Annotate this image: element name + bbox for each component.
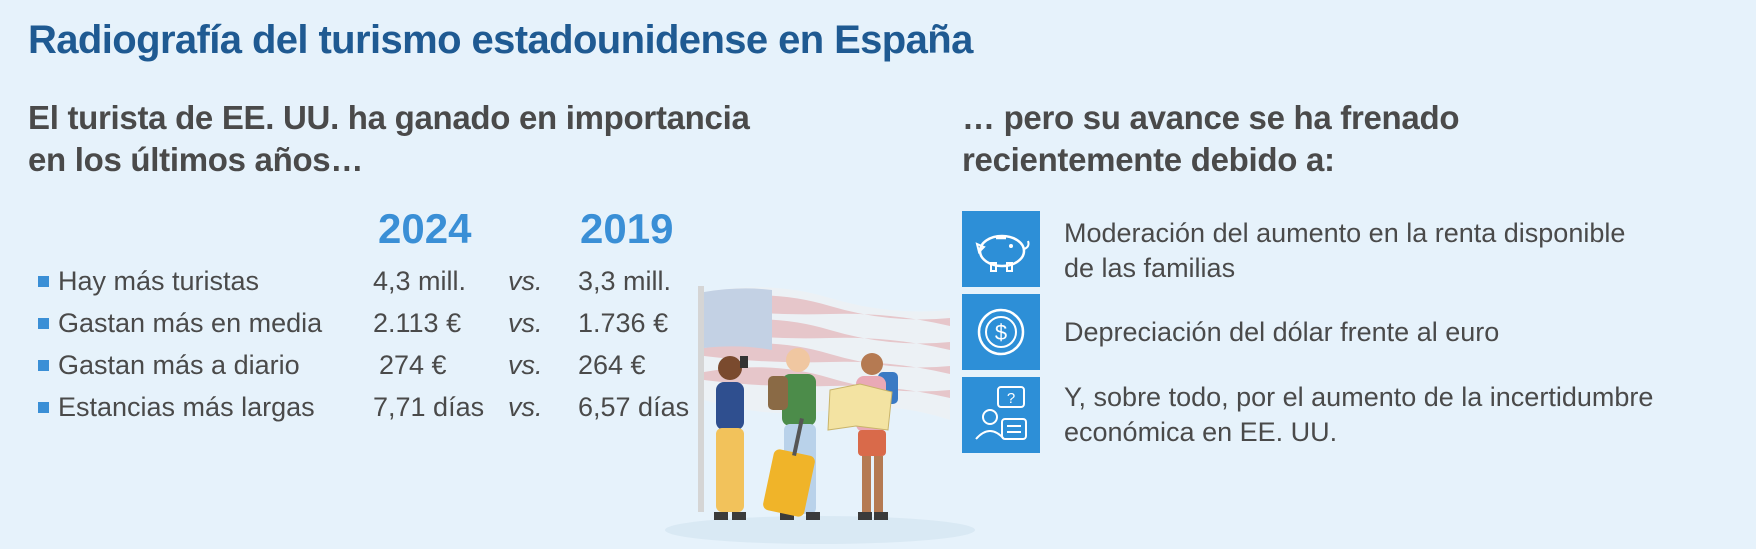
row-label: Estancias más largas <box>58 392 315 422</box>
vs-label: vs. <box>508 392 543 422</box>
comparison-row: Gastan más en media 2.113 € vs. 1.736 € <box>38 305 718 345</box>
svg-text:?: ? <box>1007 390 1015 407</box>
value-2019: 6,57 días <box>578 392 690 422</box>
row-label: Gastan más en media <box>58 308 323 338</box>
row-label: Gastan más a diario <box>58 350 300 380</box>
svg-text:$: $ <box>995 320 1007 345</box>
comparison-row: Gastan más a diario 274 € vs. 264 € <box>38 347 718 387</box>
vs-label: vs. <box>508 266 543 296</box>
reason-line2: de las familias <box>1064 253 1236 283</box>
reason-item: Moderación del aumento en la renta dispo… <box>962 211 1722 289</box>
reason-text: Moderación del aumento en la renta dispo… <box>1064 216 1704 286</box>
right-subheading-line2: recientemente debido a: <box>962 141 1335 178</box>
reason-line1: Depreciación del dólar frente al euro <box>1064 317 1500 347</box>
right-subheading-line1: … pero su avance se ha frenado <box>962 99 1460 136</box>
reason-item: $ Depreciación del dólar frente al euro <box>962 294 1722 372</box>
people-question-icon: ? <box>962 377 1040 453</box>
bullet-square <box>38 360 49 371</box>
row-label: Hay más turistas <box>58 266 260 296</box>
vs-label: vs. <box>508 350 543 380</box>
left-subheading-line2: en los últimos años… <box>28 141 364 178</box>
year-2019-header: 2019 <box>580 205 674 252</box>
comparison-row: Estancias más largas 7,71 días vs. 6,57 … <box>38 389 718 429</box>
comparison-row: Hay más turistas 4,3 mill. vs. 3,3 mill. <box>38 263 718 303</box>
reason-line1: Moderación del aumento en la renta dispo… <box>1064 218 1626 248</box>
reason-text: Depreciación del dólar frente al euro <box>1064 315 1704 350</box>
dollar-coin-icon: $ <box>962 294 1040 370</box>
reason-text: Y, sobre todo, por el aumento de la ince… <box>1064 380 1704 450</box>
year-2024-header: 2024 <box>378 205 472 252</box>
tourists-illustration <box>660 280 980 544</box>
right-subheading: … pero su avance se ha frenado recientem… <box>962 97 1662 181</box>
piggy-bank-icon <box>962 211 1040 287</box>
reason-line1: Y, sobre todo, por el aumento de la ince… <box>1064 382 1654 412</box>
bullet-square <box>38 318 49 329</box>
value-2024: 2.113 € <box>373 308 462 338</box>
page-title: Radiografía del turismo estadounidense e… <box>28 18 973 62</box>
value-2024: 274 € <box>379 350 447 380</box>
reason-line2: económica en EE. UU. <box>1064 417 1338 447</box>
vs-label: vs. <box>508 308 543 338</box>
left-subheading: El turista de EE. UU. ha ganado en impor… <box>28 97 788 181</box>
value-2024: 7,71 días <box>373 392 485 422</box>
tourists-flag-image <box>665 286 975 544</box>
left-subheading-line1: El turista de EE. UU. ha ganado en impor… <box>28 99 750 136</box>
value-2019: 1.736 € <box>578 308 669 338</box>
value-2024: 4,3 mill. <box>373 266 467 296</box>
reason-item: ? Y, sobre todo, por el aumento de la in… <box>962 377 1722 455</box>
value-2019: 264 € <box>578 350 646 380</box>
bullet-square <box>38 276 49 287</box>
bullet-square <box>38 402 49 413</box>
value-2019: 3,3 mill. <box>578 266 672 296</box>
